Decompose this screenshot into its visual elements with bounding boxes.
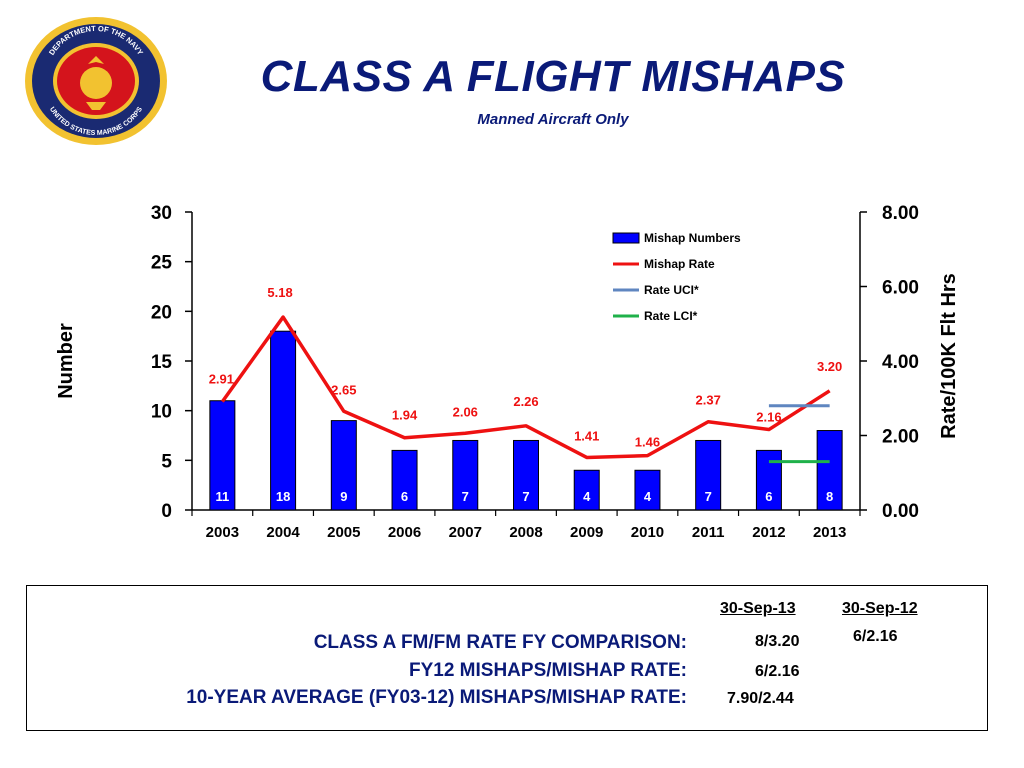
y-tick-label-left: 10 xyxy=(151,402,172,423)
y-tick-label-left: 15 xyxy=(151,352,173,373)
row-label-10yr-average: 10-YEAR AVERAGE (FY03-12) MISHAPS/MISHAP… xyxy=(186,687,687,708)
y-tick-label-right: 2.00 xyxy=(882,427,919,448)
rate-data-label: 5.18 xyxy=(267,285,292,300)
y-tick-label-left: 30 xyxy=(151,203,172,224)
rate-data-label: 3.20 xyxy=(817,359,842,374)
bar xyxy=(573,469,600,511)
rate-data-label: 1.46 xyxy=(635,435,660,450)
bar-value-label: 7 xyxy=(462,489,469,504)
page-title: CLASS A FLIGHT MISHAPS xyxy=(260,52,846,101)
bar xyxy=(452,439,479,511)
x-tick-label: 2006 xyxy=(388,524,421,541)
y-tick-label-right: 0.00 xyxy=(882,501,919,522)
x-tick-label: 2004 xyxy=(266,524,300,541)
bar-value-label: 9 xyxy=(340,489,347,504)
legend-label: Rate UCI* xyxy=(644,283,699,297)
x-tick-label: 2008 xyxy=(509,524,542,541)
rate-data-label: 1.41 xyxy=(574,428,599,443)
bar-value-label: 7 xyxy=(705,489,712,504)
rate-data-label: 2.26 xyxy=(513,394,538,409)
rate-data-label: 2.91 xyxy=(209,372,234,387)
mishap-chart: 0 5 10 15 20 25 30 0.00 2.00 4.00 6.00 8.00 2003 2004… xyxy=(55,203,960,541)
rate-data-label: 2.65 xyxy=(331,382,356,397)
bar-value-label: 6 xyxy=(765,489,772,504)
y-tick-label-right: 6.00 xyxy=(882,278,919,299)
y-tick-label-right: 8.00 xyxy=(882,203,919,224)
bar-value-label: 4 xyxy=(644,489,652,504)
row-value-fy12-current: 6/2.16 xyxy=(755,663,800,680)
x-tick-label: 2003 xyxy=(206,524,239,541)
y-tick-label-left: 5 xyxy=(161,451,172,472)
eagle-icon xyxy=(88,56,104,64)
col-header-current: 30-Sep-13 xyxy=(720,600,796,617)
row-value-rate-comparison-previous: 6/2.16 xyxy=(853,628,898,645)
comparison-box: 30-Sep-13 30-Sep-12 CLASS A FM/FM RATE F… xyxy=(26,585,988,731)
y-axis-title-left: Number xyxy=(55,323,77,399)
anchor-icon xyxy=(86,102,106,110)
x-tick-label: 2012 xyxy=(752,524,785,541)
x-tick-label: 2007 xyxy=(449,524,482,541)
bar xyxy=(330,420,357,511)
row-label-fy12: FY12 MISHAPS/MISHAP RATE: xyxy=(408,660,687,681)
legend-swatch-bar xyxy=(612,232,640,244)
legend-label: Mishap Numbers xyxy=(644,231,741,245)
page-subtitle: Manned Aircraft Only xyxy=(477,111,629,128)
bar-value-label: 11 xyxy=(215,489,229,504)
y-axis-title-right: Rate/100K Flt Hrs xyxy=(938,273,960,439)
rate-data-label: 2.06 xyxy=(453,404,478,419)
bar xyxy=(513,439,539,511)
bar xyxy=(270,330,297,511)
bar-value-label: 8 xyxy=(826,489,833,504)
bar-value-label: 6 xyxy=(401,489,408,504)
rate-data-label: 1.94 xyxy=(392,408,418,423)
marine-corps-seal: DEPARTMENT OF THE NAVY UNITED STATES MAR… xyxy=(24,16,168,146)
rate-data-label: 2.37 xyxy=(696,393,721,408)
col-header-previous: 30-Sep-12 xyxy=(842,600,918,617)
bar xyxy=(816,430,843,511)
legend-label: Mishap Rate xyxy=(644,257,715,271)
x-tick-label: 2011 xyxy=(692,524,725,541)
x-tick-label: 2013 xyxy=(813,524,846,541)
bar xyxy=(391,449,418,511)
row-value-rate-comparison-current: 8/3.20 xyxy=(755,633,800,650)
globe-icon xyxy=(80,67,112,99)
bar-value-label: 4 xyxy=(583,489,591,504)
y-tick-label-left: 25 xyxy=(151,253,173,274)
bar xyxy=(695,439,722,511)
mishap-rate-line xyxy=(220,315,831,460)
y-tick-label-left: 0 xyxy=(161,501,172,522)
bar xyxy=(634,469,661,511)
y-tick-label-left: 20 xyxy=(151,302,172,323)
rate-data-label: 2.16 xyxy=(756,410,781,425)
row-label-rate-comparison: CLASS A FM/FM RATE FY COMPARISON: xyxy=(313,632,687,653)
x-tick-label: 2005 xyxy=(327,524,360,541)
bar xyxy=(209,400,236,511)
row-value-10yr-average-current: 7.90/2.44 xyxy=(727,690,794,707)
bar-value-label: 7 xyxy=(522,489,529,504)
x-tick-label: 2009 xyxy=(570,524,603,541)
legend-label: Rate LCI* xyxy=(644,309,698,323)
y-tick-label-right: 4.00 xyxy=(882,352,919,373)
x-tick-label: 2010 xyxy=(631,524,664,541)
bar-value-label: 18 xyxy=(276,489,290,504)
